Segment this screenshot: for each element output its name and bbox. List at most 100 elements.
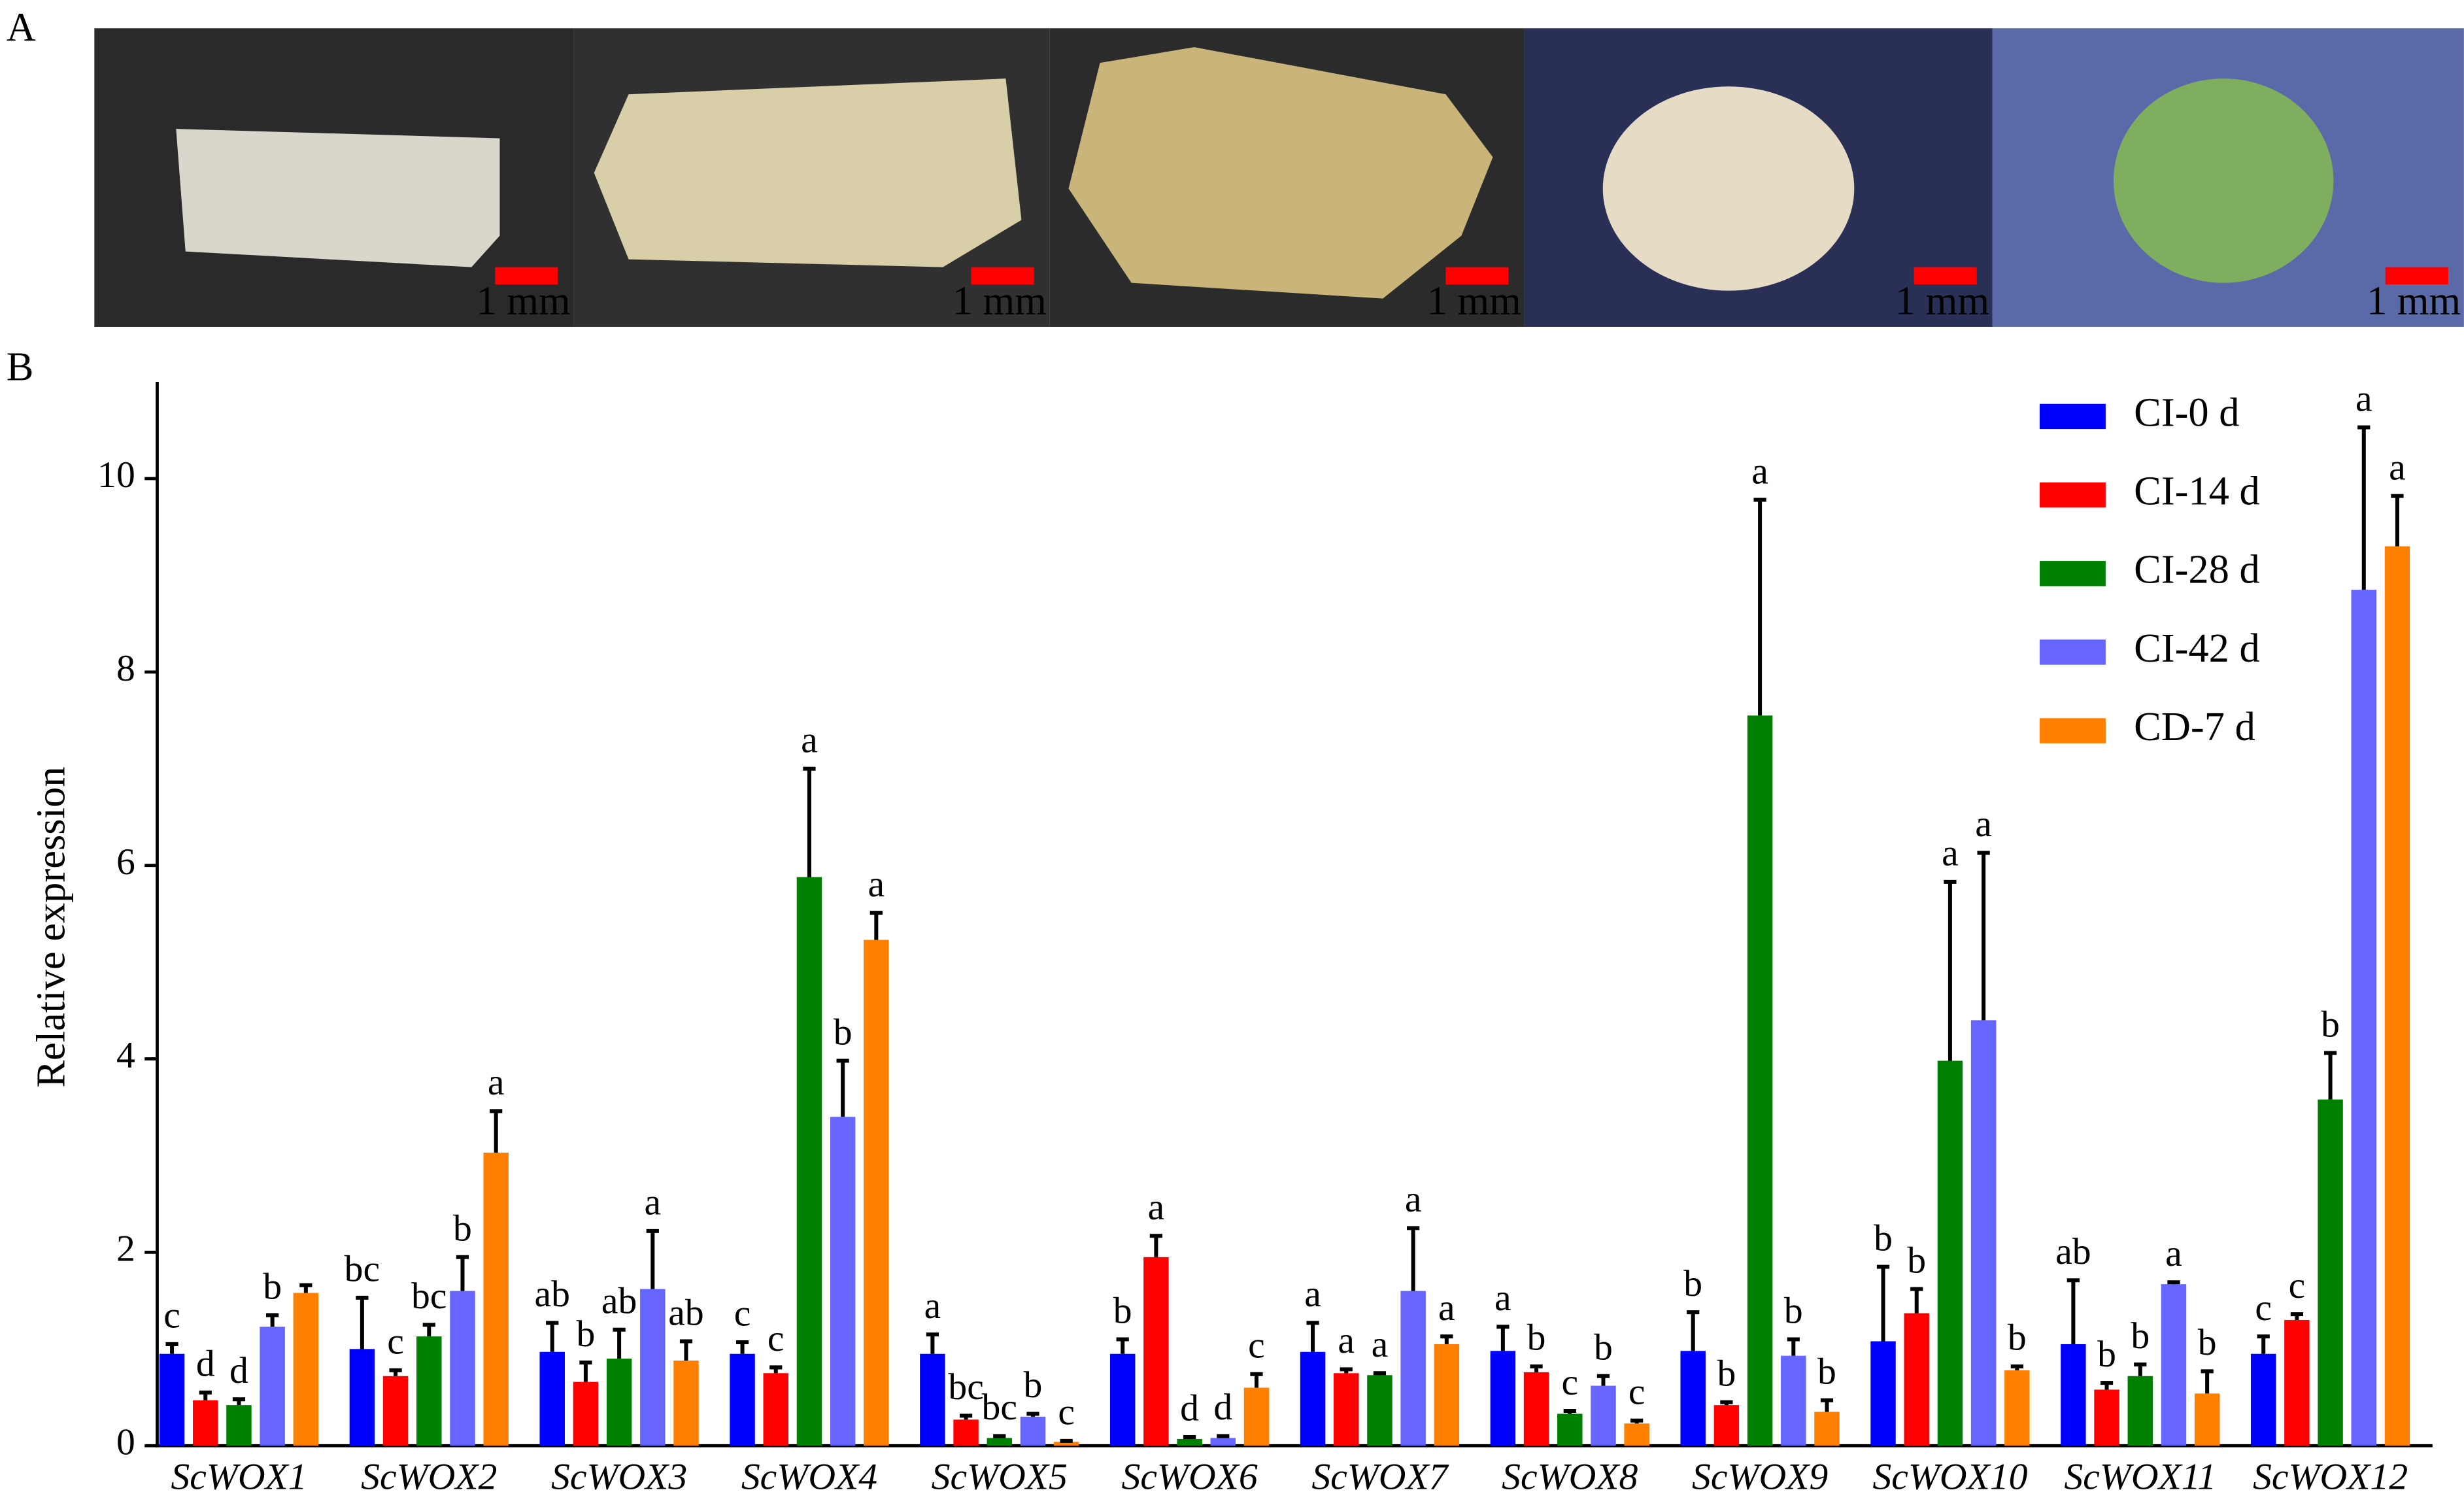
bar: [1870, 1341, 1896, 1446]
legend-label: CI-14 d: [2134, 467, 2260, 513]
significance-letter: b: [2198, 1322, 2217, 1363]
bar: [2061, 1344, 2086, 1446]
bar: [796, 877, 822, 1446]
bar: [1904, 1313, 1929, 1446]
bar: [1053, 1442, 1079, 1446]
panel-label: B: [7, 344, 34, 390]
significance-letter: b: [2097, 1334, 2116, 1375]
significance-letter: bc: [345, 1249, 380, 1290]
significance-letter: ab: [2055, 1231, 2091, 1272]
bar: [2094, 1389, 2119, 1446]
significance-letter: a: [1438, 1287, 1455, 1329]
significance-letter: a: [1338, 1320, 1355, 1361]
y-axis-label: Relative expression: [28, 767, 74, 1088]
bar: [2194, 1393, 2220, 1446]
bar: [193, 1400, 218, 1446]
bar: [539, 1351, 565, 1446]
significance-letter: b: [453, 1208, 472, 1249]
y-tick-label: 6: [116, 841, 135, 883]
significance-letter: bc: [982, 1387, 1017, 1428]
bar: [1177, 1438, 1202, 1446]
photo-tissue: [1602, 86, 1855, 291]
photo-tissue: [2113, 78, 2334, 283]
significance-letter: c: [387, 1321, 404, 1363]
bar: [920, 1353, 945, 1446]
bar: [349, 1349, 375, 1446]
x-tick-label: ScWOX6: [1122, 1456, 1258, 1497]
bar: [1109, 1353, 1136, 1446]
bar: [1367, 1375, 1392, 1446]
y-tick-label: 8: [116, 648, 135, 689]
bar: [1970, 1020, 1997, 1446]
bar: [2127, 1376, 2153, 1446]
significance-letter: b: [2131, 1315, 2150, 1357]
significance-letter: a: [868, 864, 885, 905]
x-tick-label: ScWOX1: [171, 1456, 307, 1497]
x-tick-label: ScWOX4: [741, 1456, 877, 1497]
bar: [1781, 1355, 1806, 1446]
significance-letter: b: [1527, 1317, 1546, 1359]
significance-letter: bc: [411, 1276, 447, 1317]
scale-bar: [2385, 267, 2448, 285]
y-tick-label: 0: [116, 1421, 135, 1463]
significance-letter: a: [2355, 378, 2372, 419]
scale-bar: [495, 267, 558, 285]
significance-letter: b: [1683, 1263, 1702, 1304]
scale-label: 1 mm: [953, 278, 1047, 324]
bar: [1400, 1291, 1426, 1446]
photo-tissue: [176, 129, 500, 267]
significance-letter: d: [1213, 1387, 1232, 1428]
bar: [1591, 1385, 1616, 1446]
significance-letter: d: [1180, 1388, 1199, 1429]
scale-label: 1 mm: [477, 278, 571, 324]
bar: [640, 1289, 666, 1446]
bar: [450, 1291, 475, 1446]
significance-letter: b: [1717, 1353, 1736, 1394]
significance-letter: d: [229, 1350, 248, 1391]
bar: [1713, 1405, 1740, 1446]
significance-letter: a: [924, 1285, 941, 1327]
significance-letter: b: [2008, 1317, 2027, 1359]
significance-letter: a: [1372, 1324, 1389, 1365]
scale-label: 1 mm: [1427, 278, 1521, 324]
x-tick-label: ScWOX7: [1311, 1456, 1449, 1497]
significance-letter: c: [2255, 1287, 2272, 1329]
x-tick-label: ScWOX5: [932, 1456, 1068, 1497]
legend-swatch: [2039, 482, 2106, 508]
panel-label: A: [7, 4, 36, 50]
bar: [1143, 1257, 1169, 1446]
bar: [763, 1373, 788, 1446]
significance-letter: c: [734, 1293, 751, 1334]
legend-swatch: [2039, 403, 2106, 430]
significance-letter: c: [1248, 1325, 1265, 1366]
significance-letter: b: [1907, 1240, 1926, 1281]
significance-letter: a: [645, 1182, 662, 1223]
bar: [1680, 1351, 1706, 1446]
bar: [2004, 1370, 2030, 1446]
bar: [730, 1353, 755, 1446]
y-tick-label: 10: [97, 454, 135, 496]
x-tick-label: ScWOX8: [1502, 1456, 1638, 1497]
significance-letter: a: [1975, 804, 1992, 845]
significance-letter: a: [1148, 1187, 1165, 1228]
legend-swatch: [2039, 561, 2106, 586]
significance-letter: c: [768, 1318, 785, 1359]
bar: [1814, 1412, 1840, 1446]
bar: [1937, 1060, 1963, 1446]
significance-letter: b: [263, 1266, 282, 1307]
x-tick-label: ScWOX12: [2253, 1456, 2408, 1497]
bar: [483, 1153, 509, 1446]
photo-tissue: [594, 78, 1022, 267]
significance-letter: a: [1494, 1278, 1511, 1319]
bar: [2384, 546, 2410, 1446]
bar: [1334, 1373, 1359, 1446]
bar: [1490, 1351, 1516, 1446]
significance-letter: b: [576, 1313, 595, 1355]
significance-letter: ab: [535, 1274, 570, 1315]
significance-letter: ab: [601, 1281, 637, 1322]
bar: [1434, 1344, 1460, 1446]
x-tick-label: ScWOX10: [1872, 1456, 2027, 1497]
x-tick-label: ScWOX9: [1692, 1456, 1828, 1497]
